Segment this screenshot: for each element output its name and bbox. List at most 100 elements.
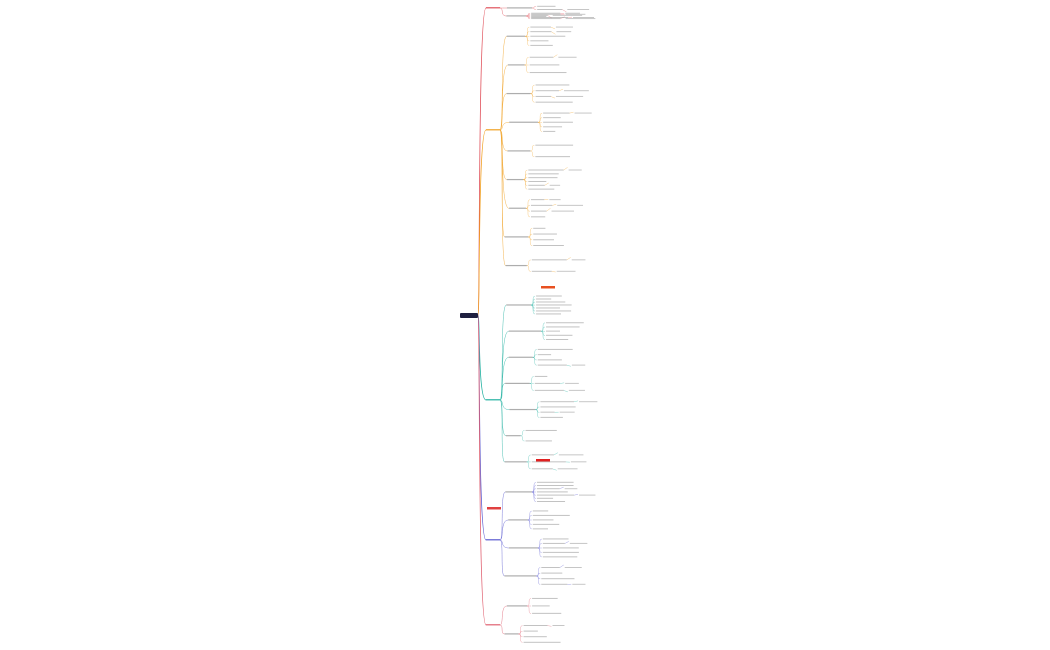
leaf-node (523, 641, 561, 643)
leaf-link (520, 435, 525, 442)
sub-link (499, 129, 506, 266)
sub-node (506, 178, 524, 181)
leaf-node (540, 401, 575, 403)
leaf-link (562, 9, 567, 13)
highlight-tag (541, 286, 555, 289)
leaf-node (536, 298, 552, 300)
leaf-node (536, 481, 574, 483)
leaf-node (571, 259, 586, 261)
sub-link (499, 539, 509, 549)
leaf-node (541, 583, 568, 585)
leaf-node (563, 90, 589, 92)
leaf-node (546, 330, 560, 332)
sub-link (499, 129, 510, 209)
leaf-node (555, 95, 584, 97)
leaf-link (518, 633, 523, 643)
leaf-link (551, 31, 556, 35)
leaf-node (535, 90, 559, 92)
leaf-link (531, 304, 536, 315)
leaf-node (537, 5, 556, 7)
leaf-node (543, 112, 570, 114)
leaf-node (537, 348, 573, 350)
leaf-node (531, 14, 548, 16)
leaf-node (573, 17, 595, 18)
leaf-link (563, 167, 568, 171)
leaf-link (566, 365, 571, 367)
leaf-link (528, 236, 533, 246)
sub-node (508, 330, 542, 332)
leaf-link (573, 400, 579, 402)
leaf-node (530, 35, 566, 37)
sub-link (499, 129, 508, 152)
sub-node (505, 435, 521, 437)
leaf-node (523, 630, 538, 632)
leaf-node (523, 625, 548, 626)
leaf-link (550, 26, 555, 29)
leaf-node (568, 169, 582, 171)
leaf-node (558, 454, 584, 456)
sub-node (505, 491, 532, 493)
leaf-node (528, 169, 564, 171)
leaf-node (536, 501, 566, 502)
sub-link (499, 539, 505, 577)
leaf-node (534, 389, 564, 391)
leaf-node (530, 40, 549, 42)
sub-link (499, 491, 506, 541)
leaf-node (528, 177, 558, 179)
sub-node (508, 519, 528, 521)
leaf-link (524, 57, 529, 66)
leaf-node (565, 18, 596, 20)
leaf-link (538, 122, 543, 132)
leaf-node (525, 429, 557, 431)
sub-node (506, 15, 527, 17)
sub-node (509, 408, 536, 411)
leaf-node (531, 18, 561, 20)
leaf-node (540, 406, 576, 408)
leaf-node (564, 488, 578, 490)
leaf-node (537, 359, 562, 361)
leaf-node (565, 382, 579, 384)
leaf-node (531, 454, 554, 456)
leaf-node (529, 56, 554, 58)
sub-node (506, 35, 526, 37)
sub-node (504, 236, 529, 238)
leaf-node (529, 64, 560, 66)
leaf-node (536, 313, 561, 315)
leaf-node (541, 578, 575, 580)
leaf-node (555, 26, 573, 28)
sub-link (499, 399, 505, 463)
leaf-link (566, 257, 571, 261)
sub-node (508, 356, 533, 358)
branch-node (486, 399, 500, 401)
leaf-link (553, 452, 558, 456)
leaf-node (570, 461, 587, 463)
leaf-link (526, 259, 531, 266)
leaf-node (532, 528, 548, 530)
sub-node (506, 304, 532, 306)
leaf-node (523, 636, 547, 638)
leaf-link (552, 468, 557, 471)
leaf-link (536, 575, 541, 585)
leaf-node (536, 497, 554, 499)
leaf-node (569, 542, 588, 544)
leaf-link (530, 93, 535, 103)
leaf-node (565, 13, 586, 15)
leaf-node (529, 72, 567, 74)
leaf-node (531, 13, 561, 15)
leaf-node (567, 9, 590, 10)
leaf-node (531, 270, 552, 272)
leaf-node (537, 364, 567, 366)
leaf-node (531, 259, 567, 261)
leaf-node (532, 514, 570, 516)
leaf-node (528, 184, 545, 186)
leaf-node (530, 26, 551, 28)
leaf-node (532, 510, 549, 512)
leaf-node (530, 44, 553, 46)
leaf-node (536, 494, 575, 496)
sub-link (499, 519, 509, 541)
leaf-link (550, 96, 556, 99)
sub-node (505, 382, 530, 384)
leaf-node (542, 547, 579, 549)
